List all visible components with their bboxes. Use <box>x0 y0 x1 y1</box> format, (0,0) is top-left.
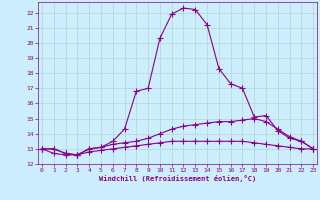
X-axis label: Windchill (Refroidissement éolien,°C): Windchill (Refroidissement éolien,°C) <box>99 175 256 182</box>
